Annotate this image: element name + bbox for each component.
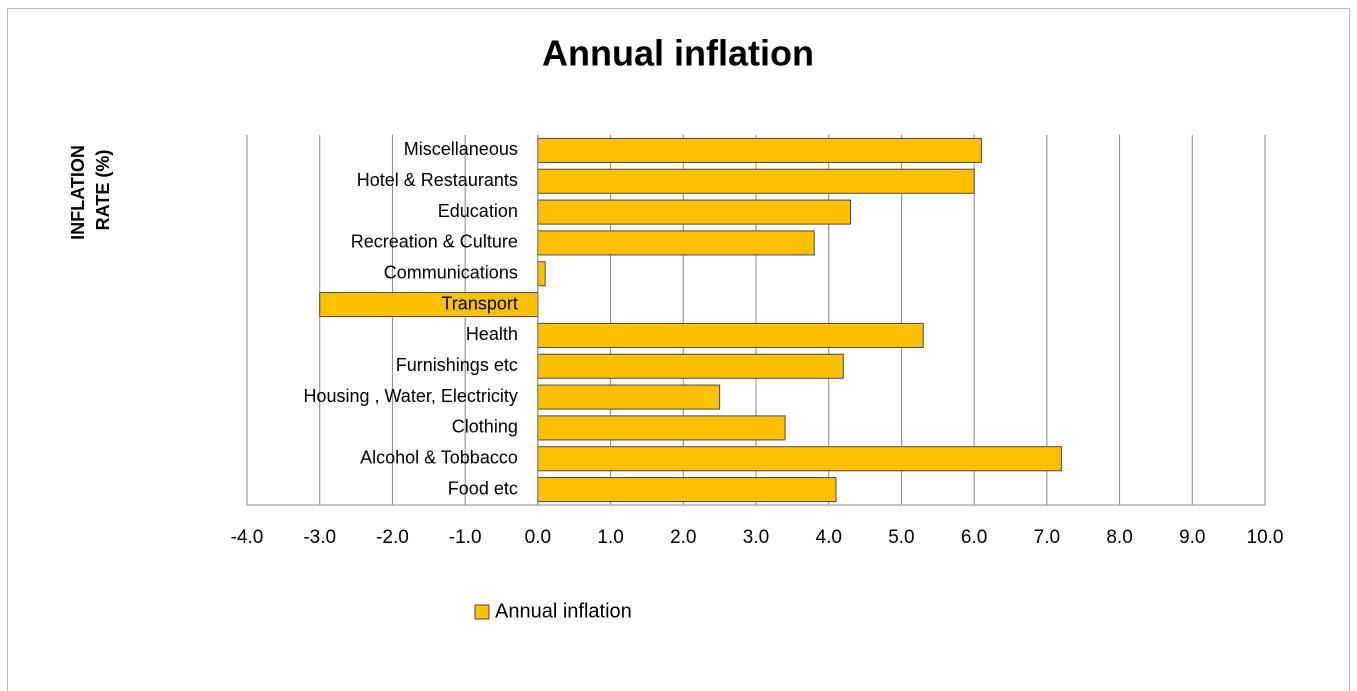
- legend-swatch: [474, 604, 490, 620]
- y-tick-label: Clothing: [452, 417, 518, 437]
- bar: [537, 137, 982, 163]
- bar: [537, 415, 786, 441]
- x-tick-label: 3.0: [743, 527, 769, 548]
- y-tick-label: Health: [466, 324, 518, 344]
- y-tick-label: Food etc: [448, 478, 518, 498]
- y-tick-label: Miscellaneous: [404, 139, 518, 159]
- x-tick-label: -1.0: [449, 527, 482, 548]
- x-tick-label: -3.0: [303, 527, 336, 548]
- y-tick-label: Hotel & Restaurants: [357, 170, 518, 190]
- x-tick-label: 10.0: [1247, 527, 1284, 548]
- chart-title: Annual inflation: [542, 33, 814, 74]
- x-tick-label: 7.0: [1034, 527, 1060, 548]
- x-tick-label: 5.0: [888, 527, 914, 548]
- y-tick-label: Housing , Water, Electricity: [303, 386, 517, 406]
- y-tick-label: Furnishings etc: [396, 355, 518, 375]
- legend-label: Annual inflation: [495, 600, 632, 622]
- x-tick-label: 9.0: [1179, 527, 1205, 548]
- bar: [537, 168, 975, 194]
- bar: [537, 384, 721, 410]
- x-tick-label: 0.0: [525, 527, 551, 548]
- bar: [537, 353, 844, 379]
- y-axis-title-line: RATE (%): [93, 150, 113, 231]
- bar: [537, 230, 815, 256]
- bar: [537, 199, 852, 225]
- bar: [537, 446, 1062, 472]
- chart-frame: [7, 8, 1350, 691]
- x-tick-label: -4.0: [231, 527, 264, 548]
- x-tick-label: 2.0: [670, 527, 696, 548]
- y-tick-label: Communications: [384, 263, 518, 283]
- y-tick-label: Recreation & Culture: [351, 232, 518, 252]
- x-tick-label: 4.0: [816, 527, 842, 548]
- bar: [537, 261, 546, 287]
- y-tick-label: Transport: [441, 293, 517, 313]
- y-axis-title: INFLATION RATE (%): [68, 140, 113, 240]
- bar: [537, 322, 924, 348]
- x-tick-label: 6.0: [961, 527, 987, 548]
- x-tick-label: 8.0: [1106, 527, 1132, 548]
- bar: [537, 477, 837, 503]
- y-tick-label: Education: [438, 201, 518, 221]
- x-tick-label: 1.0: [597, 527, 623, 548]
- x-tick-label: -2.0: [376, 527, 409, 548]
- y-tick-label: Alcohol & Tobbacco: [360, 448, 518, 468]
- y-axis-title-line: INFLATION: [68, 145, 88, 240]
